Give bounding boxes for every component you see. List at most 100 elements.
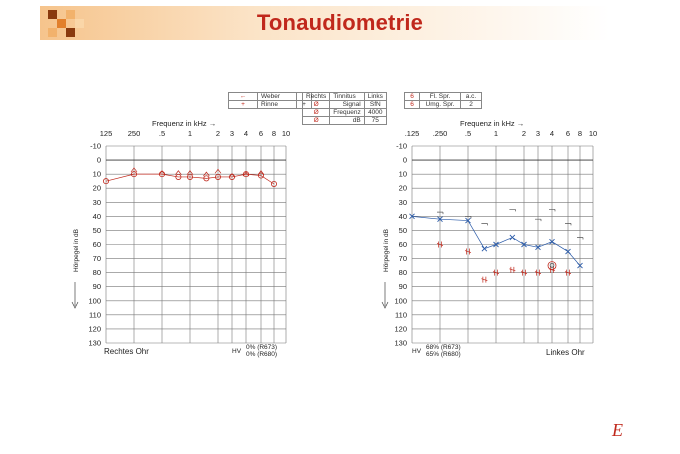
chart1-point-caret	[158, 170, 166, 175]
chart1-point-circle	[130, 171, 137, 178]
chart2-ylabel: Hörpegel in dB	[383, 229, 390, 272]
chart2-point-bracket	[549, 208, 556, 212]
chart1-ylabel: Hörpegel in dB	[73, 229, 80, 272]
chart1-point-circle	[175, 173, 182, 180]
page-title: Tonaudiometrie	[256, 10, 424, 35]
chart2-y-arrow-head	[381, 301, 389, 309]
chart1-x-tick-label: 3	[230, 129, 234, 138]
chart2-y-tick-label: 60	[399, 240, 407, 249]
chart2-point-x	[549, 238, 555, 245]
right-hv-value-2: 0% (R680)	[246, 351, 278, 358]
chart1-point-caret	[257, 170, 265, 175]
chart1-point-caret	[242, 171, 250, 177]
chart2-point-x	[437, 216, 443, 222]
chart2-x-tick-label: 8	[578, 129, 582, 138]
chart2-x-tick-label: 1	[494, 129, 498, 138]
chart1-point-circle	[186, 173, 193, 180]
chart1-y-tick-label: 10	[93, 170, 101, 179]
chart1-x-tick-label: 1	[188, 129, 192, 138]
chart2-y-tick-label: 30	[399, 198, 407, 207]
chart2-point-rinne	[534, 269, 542, 276]
chart1-point-caret	[203, 171, 210, 177]
chart2-point-rinne	[464, 248, 472, 255]
chart1-y-tick-label: 60	[93, 240, 101, 249]
speech-umg-value: 2	[460, 100, 482, 109]
chart1-point-circle	[257, 172, 264, 179]
chart2-point-x	[409, 213, 415, 220]
chart1-point-caret	[214, 168, 222, 174]
chart2-point-x	[535, 244, 541, 251]
chart1-x-tick-label: 6	[259, 129, 263, 138]
chart1-point-caret	[228, 172, 236, 178]
chart1-y-tick-label: -10	[90, 142, 101, 151]
chart2-y-tick-label: 70	[399, 254, 407, 263]
chart2-point-rinne	[481, 276, 488, 283]
chart2-point-bracket	[437, 211, 444, 215]
chart2-x-tick-label: 6	[566, 129, 570, 138]
chart2-y-tick-label: 40	[399, 212, 407, 221]
chart2-point-bracket	[465, 216, 472, 219]
chart2-point-x	[565, 248, 571, 255]
chart2-xlabel: Frequenz in kHz →	[460, 119, 524, 128]
chart2-x-tick-label: .250	[433, 129, 448, 138]
legend-speech: 6 Fl. Spr. a.c. 6 Umg. Spr. 2	[404, 92, 482, 109]
left-hv-value-2: 65% (R680)	[426, 351, 461, 358]
chart2-point-rinne	[492, 269, 500, 276]
chart1-point-caret	[130, 167, 138, 173]
left-hv-values: 68% (R673) 65% (R680)	[426, 344, 461, 358]
chart1-x-tick-label: 8	[272, 129, 276, 138]
tinnitus-db-value: 75	[363, 116, 387, 125]
tinnitus-db-label: dB	[329, 116, 365, 125]
chart1-point-caret	[175, 170, 182, 175]
chart2-y-tick-label: 0	[403, 156, 407, 165]
chart1-point-circle	[214, 173, 221, 180]
chart2-point-x	[465, 217, 471, 224]
chart2-point-x	[493, 241, 499, 248]
chart2-marked-point-label: O	[549, 263, 554, 270]
chart1-xlabel: Frequenz in kHz →	[152, 119, 216, 128]
chart2-point-bracket	[565, 223, 572, 226]
chart2-y-tick-label: 10	[399, 170, 407, 179]
chart2-point-rinne	[520, 269, 528, 276]
chart1-y-arrow-head	[71, 301, 79, 309]
chart1-y-tick-label: 50	[93, 226, 101, 235]
chart1-y-tick-label: 110	[89, 310, 101, 319]
title-banner	[40, 6, 640, 40]
chart2-y-tick-label: 50	[399, 226, 407, 235]
chart1-x-tick-label: 125	[100, 129, 113, 138]
chart2-point-rinne	[436, 241, 444, 248]
chart1-y-tick-label: 90	[93, 282, 101, 291]
chart2-point-x	[521, 241, 527, 248]
chart2-x-tick-label: .5	[465, 129, 471, 138]
chart2-point-rinne	[509, 266, 516, 273]
chart2-y-tick-label: 130	[394, 339, 407, 348]
chart1-y-tick-label: 80	[93, 268, 101, 277]
chart2-point-x	[577, 262, 583, 269]
chart2-y-tick-label: -10	[396, 142, 407, 151]
left-hv-label: HV	[412, 348, 422, 355]
chart2-point-bracket	[481, 223, 488, 226]
chart1-series-line	[105, 173, 275, 185]
chart1-y-tick-label: 20	[93, 184, 101, 193]
chart2-point-bracket	[535, 218, 542, 222]
chart2-y-tick-label: 100	[394, 296, 407, 305]
chart2-point-rinne	[564, 269, 572, 276]
chart2-x-tick-label: 10	[589, 129, 597, 138]
chart1-point-caret	[186, 170, 194, 175]
chart1-point-circle	[203, 175, 210, 182]
chart1-x-tick-label: 10	[282, 129, 290, 138]
chart2-y-tick-label: 110	[395, 310, 407, 319]
right-hv-value-1: 0% (R673)	[246, 344, 278, 351]
chart1-y-tick-label: 70	[93, 254, 101, 263]
chart1-x-tick-label: 4	[244, 129, 248, 138]
right-hv-values: 0% (R673) 0% (R680)	[246, 344, 277, 358]
chart1-point-circle	[103, 178, 110, 185]
chart1-x-tick-label: 2	[216, 129, 220, 138]
left-hv-value-1: 68% (R673)	[426, 344, 461, 351]
chart2-y-tick-label: 20	[399, 184, 407, 193]
chart2-marked-point	[547, 261, 557, 271]
chart1-y-tick-label: 120	[88, 324, 101, 333]
chart1-y-tick-label: 40	[93, 212, 101, 221]
chart2-point-x	[481, 245, 488, 252]
chart1-y-tick-label: 130	[88, 339, 101, 348]
